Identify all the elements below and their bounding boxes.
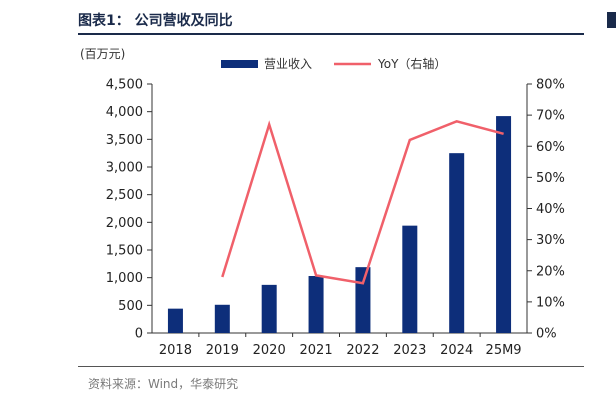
y-left-tick-label: 1,500 [106, 244, 143, 259]
y-right-tick-label: 70% [536, 109, 565, 124]
x-tick-label: 25M9 [486, 343, 522, 358]
y-right-tick-labels: 0% 10% 20% 30% 40% 50% 60% 70% 80% [536, 78, 565, 342]
x-tick-label: 2021 [300, 343, 333, 358]
x-tick-label: 2018 [159, 343, 192, 358]
figure-title: 图表1： 公司营收及同比 [78, 13, 233, 29]
title-rule [78, 33, 584, 35]
source-note: 资料来源：Wind，华泰研究 [88, 377, 239, 391]
x-tick-label: 2020 [253, 343, 286, 358]
y-left-tick-label: 1,000 [106, 271, 143, 286]
y-left-unit-label: (百万元) [80, 47, 125, 61]
y-left-tick-label: 4,000 [106, 105, 143, 120]
bar [167, 308, 183, 333]
x-tick-label: 2019 [206, 343, 239, 358]
y-left-tick-label: 2,500 [106, 188, 143, 203]
y-right-tick-label: 40% [536, 202, 565, 217]
y-right-tick-label: 0% [536, 327, 557, 342]
y-left-tick-label: 0 [135, 327, 143, 342]
adjacent-figure-mark [607, 12, 616, 28]
y-left-tick-label: 2,000 [106, 216, 143, 231]
legend-line-label: YoY（右轴） [377, 56, 446, 71]
y-left-tick-label: 4,500 [106, 78, 143, 93]
legend-bar-label: 营业收入 [264, 57, 312, 71]
y-left-tick-label: 3,000 [106, 161, 143, 176]
y-right-tick-label: 60% [536, 140, 565, 155]
bar [308, 276, 324, 333]
y-left-tick-label: 500 [118, 299, 143, 314]
y-right-tick-label: 10% [536, 295, 565, 310]
x-tick-label: 2023 [393, 343, 426, 358]
bar [402, 225, 418, 333]
y-right-tick-label: 50% [536, 171, 565, 186]
x-tick-labels: 2018 2019 2020 2021 2022 2023 2024 25M9 [159, 343, 522, 358]
yoy-line [221, 119, 504, 285]
bar [261, 284, 277, 333]
bar [355, 267, 371, 333]
axes [147, 83, 532, 337]
bar [214, 304, 230, 333]
line-series [221, 119, 504, 285]
y-left-tick-labels: 0 500 1,000 1,500 2,000 2,500 3,000 3,500 4,000 4… [106, 78, 143, 342]
source-rule [78, 366, 584, 367]
x-tick-label: 2024 [440, 343, 473, 358]
bar [496, 116, 512, 334]
y-right-tick-label: 30% [536, 233, 565, 248]
legend-bar-swatch [221, 60, 258, 68]
y-left-tick-label: 3,500 [106, 133, 143, 148]
x-tick-label: 2022 [346, 343, 379, 358]
y-right-tick-label: 80% [536, 78, 565, 93]
bar-series [167, 116, 512, 334]
legend: 营业收入 YoY（右轴） [221, 56, 446, 71]
bar [449, 153, 465, 333]
y-right-tick-label: 20% [536, 264, 565, 279]
